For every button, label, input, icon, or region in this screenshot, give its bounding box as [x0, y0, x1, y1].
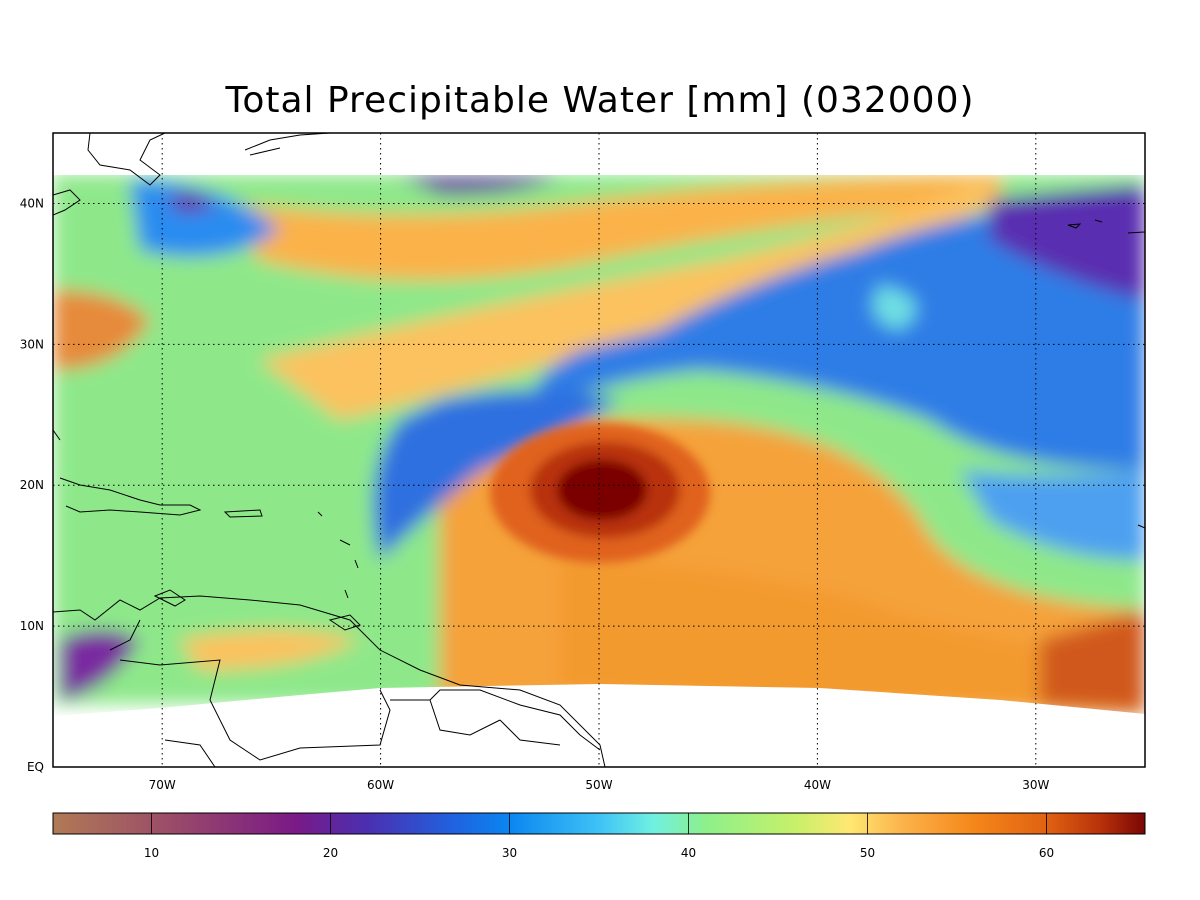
graticule: [53, 133, 1145, 767]
colorbar-label: 60: [1039, 846, 1054, 860]
colorbar-label: 10: [144, 846, 159, 860]
longitude-tick-labels: 70W 60W 50W 40W 30W: [149, 778, 1050, 792]
colorbar-tick-labels: 10 20 30 40 50 60: [144, 846, 1054, 860]
colorbar-gradient: [53, 813, 1145, 834]
longitude-label: 60W: [367, 778, 394, 792]
colorbar-label: 50: [860, 846, 875, 860]
latitude-label: 10N: [20, 619, 44, 633]
colorbar: 10 20 30 40 50 60: [52, 812, 1146, 860]
longitude-label: 70W: [149, 778, 176, 792]
colorbar-label: 40: [681, 846, 696, 860]
latitude-label: EQ: [27, 760, 44, 774]
longitude-label: 50W: [585, 778, 612, 792]
longitude-label: 40W: [804, 778, 831, 792]
map-plot-area: [53, 133, 1145, 767]
colorbar-label: 30: [502, 846, 517, 860]
latitude-tick-labels: 40N 30N 20N 10N EQ: [20, 196, 44, 774]
longitude-label: 30W: [1022, 778, 1049, 792]
latitude-label: 40N: [20, 196, 44, 210]
coastlines: [53, 133, 1145, 767]
latitude-label: 20N: [20, 478, 44, 492]
chart-title: Total Precipitable Water [mm] (032000): [225, 80, 975, 121]
colorbar-ticks: [151, 813, 1047, 834]
latitude-label: 30N: [20, 337, 44, 351]
colorbar-frame: [52, 812, 1146, 835]
colorbar-label: 20: [323, 846, 338, 860]
plot-frame: [52, 132, 1146, 768]
